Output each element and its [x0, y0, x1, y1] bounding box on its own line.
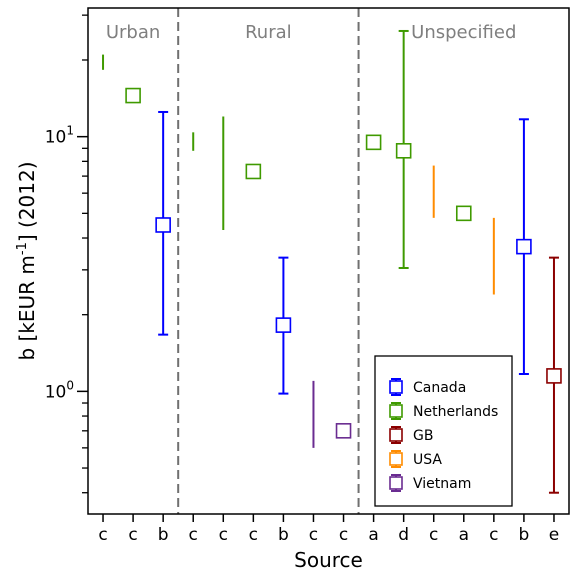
canada-marker: [275, 317, 292, 333]
legend-label: Vietnam: [413, 476, 471, 492]
canada-marker: [155, 217, 171, 233]
legend-label: Canada: [413, 380, 466, 396]
x-tick-label: c: [309, 525, 318, 545]
x-tick-label: c: [219, 525, 228, 545]
region-label: Rural: [245, 22, 292, 43]
x-tick-label: a: [459, 525, 469, 545]
plot-frame: [87, 7, 570, 515]
canada-marker: [516, 238, 532, 255]
region-label: Unspecified: [411, 22, 516, 43]
x-tick-label: c: [489, 525, 498, 545]
ticks-layer: [77, 14, 555, 522]
y-tick-label: 100: [45, 378, 74, 402]
netherlands-marker: [365, 134, 382, 151]
legend-swatch-marker: [389, 404, 403, 418]
legend-label: Netherlands: [413, 404, 498, 420]
legend-swatch-marker: [389, 380, 403, 394]
x-tick-label: b: [519, 525, 530, 545]
x-tick-label: c: [339, 525, 348, 545]
y-tick-label: 101: [45, 124, 74, 148]
legend-label: USA: [413, 452, 442, 468]
x-tick-label: c: [249, 525, 258, 545]
y-axis-title: b [kEUR m-1] (2012): [15, 161, 39, 360]
netherlands-marker: [245, 163, 262, 180]
legend-swatch-marker: [389, 452, 403, 466]
vietnam-marker: [335, 423, 352, 439]
x-tick-label: b: [158, 525, 169, 545]
x-tick-label: c: [98, 525, 107, 545]
region-layer: Urban Rural Unspecified: [106, 8, 516, 514]
netherlands-marker: [395, 143, 412, 159]
x-tick-label: d: [398, 525, 409, 545]
gb-marker: [546, 368, 562, 384]
netherlands-marker: [125, 87, 141, 104]
legend: Canada Netherlands GB USA Vietnam: [374, 355, 513, 507]
data-layer: [102, 29, 562, 494]
legend-swatch-marker: [389, 476, 403, 490]
legend-swatch-marker: [389, 428, 403, 442]
x-axis-title: Source: [294, 548, 363, 572]
x-tick-label: c: [128, 525, 137, 545]
x-tick-label: b: [278, 525, 289, 545]
netherlands-marker: [455, 205, 472, 222]
x-tick-label: e: [549, 525, 559, 545]
x-tick-label: a: [368, 525, 378, 545]
region-label: Urban: [106, 22, 160, 43]
x-tick-label: c: [189, 525, 198, 545]
x-tick-label: c: [429, 525, 438, 545]
legend-label: GB: [413, 428, 433, 444]
